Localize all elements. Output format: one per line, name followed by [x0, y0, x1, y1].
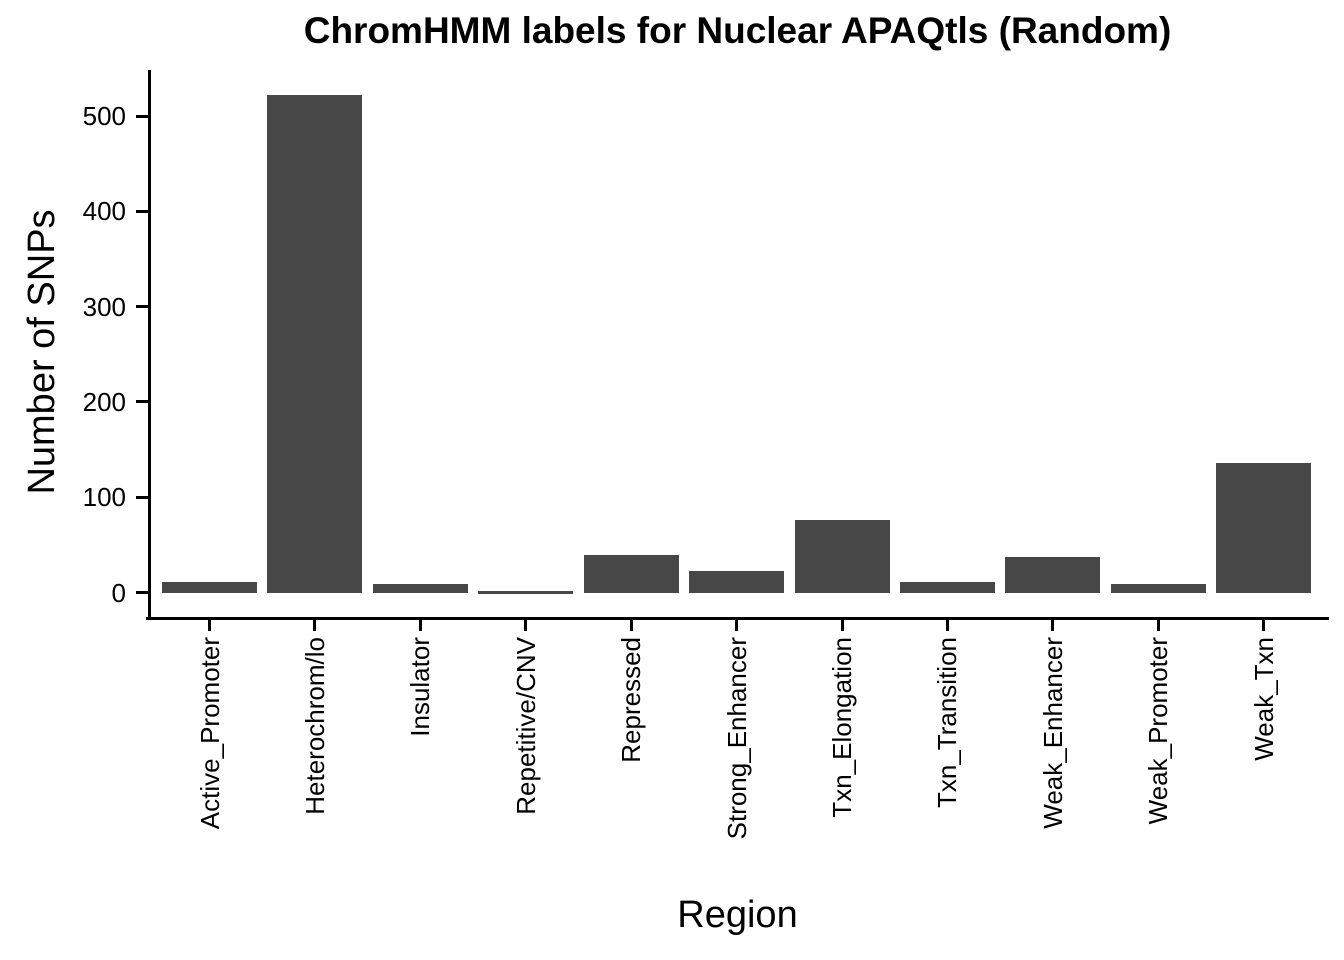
- y-tick-200: [136, 400, 148, 404]
- x-tick-label-strong-enhancer: Strong_Enhancer: [721, 637, 752, 840]
- x-tick-weak-promoter: [1156, 618, 1160, 631]
- bar-weak-promoter: [1110, 583, 1206, 594]
- x-axis-title: Region: [677, 894, 798, 936]
- y-axis-line: [148, 70, 151, 620]
- x-tick-weak-txn: [1262, 618, 1266, 631]
- y-tick-label-0: 0: [111, 577, 126, 608]
- bar-repetitive-cnv: [478, 590, 574, 594]
- x-tick-label-weak-promoter: Weak_Promoter: [1143, 637, 1174, 825]
- x-tick-repressed: [629, 618, 633, 631]
- x-tick-strong-enhancer: [735, 618, 739, 631]
- x-tick-label-active-promoter: Active_Promoter: [194, 637, 225, 830]
- x-tick-label-txn-elongation: Txn_Elongation: [827, 637, 858, 818]
- y-tick-label-300: 300: [82, 291, 126, 322]
- x-tick-txn-elongation: [840, 618, 844, 631]
- y-tick-400: [136, 209, 148, 213]
- x-tick-txn-transition: [945, 618, 949, 631]
- bar-heterochrom-lo: [267, 95, 363, 594]
- y-tick-500: [136, 114, 148, 118]
- bar-txn-elongation: [794, 520, 890, 594]
- x-tick-label-repressed: Repressed: [616, 637, 647, 763]
- x-tick-active-promoter: [208, 618, 211, 631]
- x-tick-weak-enhancer: [1051, 618, 1055, 631]
- x-tick-label-txn-transition: Txn_Transition: [932, 637, 963, 808]
- bar-active-promoter: [162, 582, 257, 594]
- y-tick-label-200: 200: [82, 386, 126, 417]
- x-tick-label-weak-txn: Weak_Txn: [1248, 637, 1279, 761]
- y-tick-label-100: 100: [82, 482, 126, 513]
- x-tick-repetitive-cnv: [524, 618, 528, 631]
- x-tick-insulator: [418, 618, 422, 631]
- x-tick-label-heterochrom-lo: Heterochrom/lo: [299, 637, 330, 815]
- y-tick-0: [136, 591, 148, 594]
- x-tick-label-insulator: Insulator: [405, 637, 436, 737]
- chart-title: ChromHMM labels for Nuclear APAQtls (Ran…: [303, 10, 1172, 51]
- x-tick-label-repetitive-cnv: Repetitive/CNV: [510, 637, 541, 815]
- y-tick-100: [136, 495, 148, 499]
- bar-weak-enhancer: [1005, 557, 1101, 594]
- y-tick-300: [136, 305, 148, 309]
- y-tick-label-400: 400: [82, 196, 126, 227]
- y-axis-title: Number of SNPs: [21, 209, 63, 495]
- bar-insulator: [372, 583, 468, 594]
- bar-strong-enhancer: [689, 570, 785, 594]
- bar-txn-transition: [899, 582, 995, 594]
- y-tick-label-500: 500: [82, 101, 126, 131]
- x-tick-heterochrom-lo: [313, 618, 317, 631]
- bar-repressed: [583, 555, 679, 594]
- x-tick-label-weak-enhancer: Weak_Enhancer: [1037, 637, 1068, 829]
- bar-weak-txn: [1216, 462, 1312, 594]
